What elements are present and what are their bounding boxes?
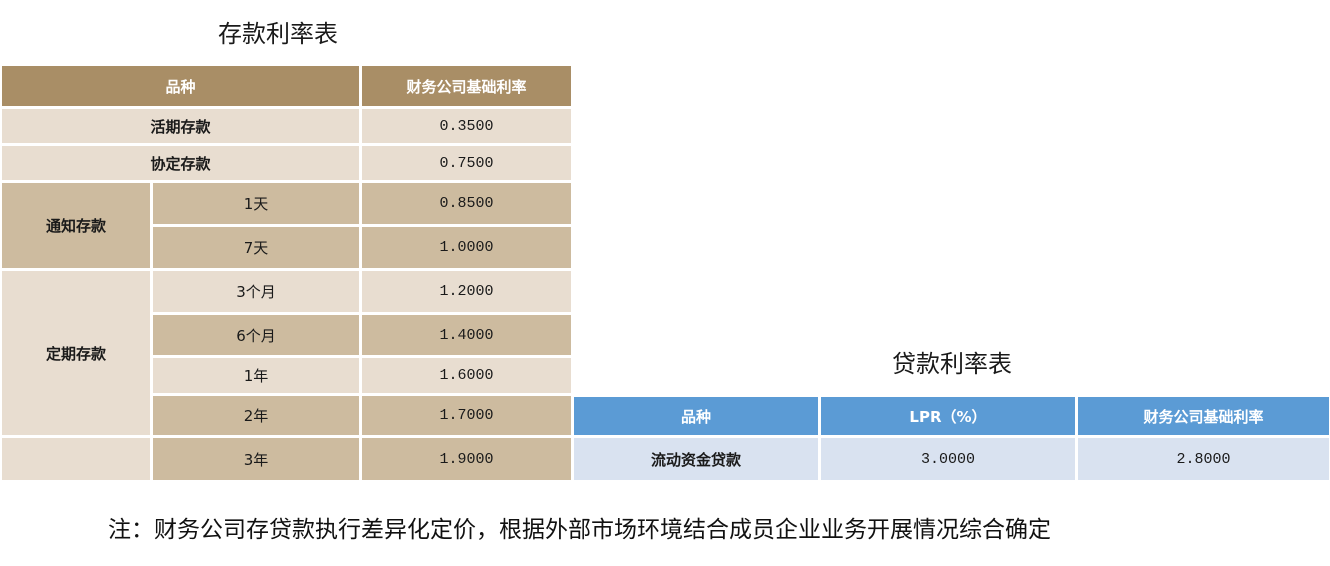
deposit-row-fixed-name: 定期存款 bbox=[2, 271, 150, 435]
pricing-footnote: 注：财务公司存贷款执行差异化定价，根据外部市场环境结合成员企业业务开展情况综合确… bbox=[108, 517, 1051, 543]
loan-row-working-capital-lpr: 3.0000 bbox=[821, 438, 1075, 480]
deposit-fixed-term-3m: 3个月 bbox=[153, 271, 359, 312]
loan-header-lpr: LPR（%） bbox=[821, 397, 1075, 435]
deposit-header-base-rate: 财务公司基础利率 bbox=[362, 66, 571, 106]
loan-header-variety: 品种 bbox=[574, 397, 818, 435]
deposit-fixed-rate-2y: 1.7000 bbox=[362, 396, 571, 435]
deposit-row-demand-rate: 0.3500 bbox=[362, 109, 571, 143]
deposit-fixed-rate-1y: 1.6000 bbox=[362, 358, 571, 393]
deposit-row-demand-name: 活期存款 bbox=[2, 109, 359, 143]
deposit-row-notice-name: 通知存款 bbox=[2, 183, 150, 268]
deposit-row-fixed-name-continued bbox=[2, 438, 150, 480]
deposit-fixed-rate-3m: 1.2000 bbox=[362, 271, 571, 312]
deposit-row-agreement-name: 协定存款 bbox=[2, 146, 359, 180]
loan-header-base-rate: 财务公司基础利率 bbox=[1078, 397, 1329, 435]
deposit-fixed-term-2y: 2年 bbox=[153, 396, 359, 435]
deposit-fixed-rate-3y: 1.9000 bbox=[362, 438, 571, 480]
deposit-notice-rate-1d: 0.8500 bbox=[362, 183, 571, 224]
deposit-notice-rate-7d: 1.0000 bbox=[362, 227, 571, 268]
loan-row-working-capital-name: 流动资金贷款 bbox=[574, 438, 818, 480]
deposit-header-variety: 品种 bbox=[2, 66, 359, 106]
deposit-fixed-term-1y: 1年 bbox=[153, 358, 359, 393]
deposit-rate-table-title: 存款利率表 bbox=[218, 20, 338, 48]
deposit-fixed-term-3y: 3年 bbox=[153, 438, 359, 480]
deposit-row-agreement-rate: 0.7500 bbox=[362, 146, 571, 180]
loan-rate-table-title: 贷款利率表 bbox=[892, 350, 1012, 378]
deposit-notice-term-1d: 1天 bbox=[153, 183, 359, 224]
deposit-fixed-term-6m: 6个月 bbox=[153, 315, 359, 355]
deposit-fixed-rate-6m: 1.4000 bbox=[362, 315, 571, 355]
loan-row-working-capital-rate: 2.8000 bbox=[1078, 438, 1329, 480]
deposit-notice-term-7d: 7天 bbox=[153, 227, 359, 268]
